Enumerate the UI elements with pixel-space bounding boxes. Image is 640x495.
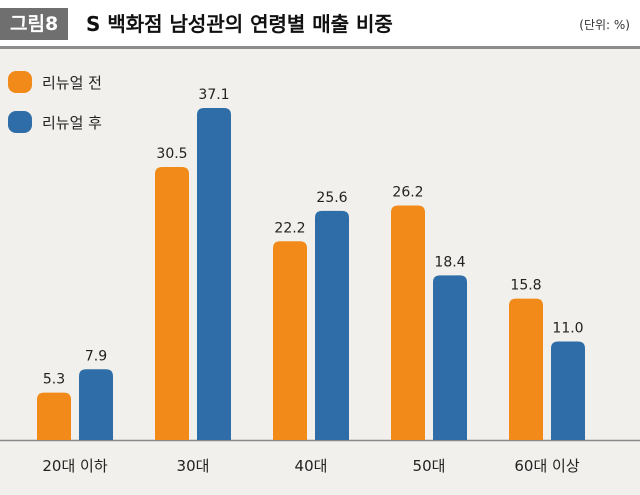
bar-before-1 <box>155 167 189 440</box>
data-label-before-2: 22.2 <box>274 220 305 236</box>
legend-label-before: 리뉴얼 전 <box>42 73 102 92</box>
data-label-before-4: 15.8 <box>510 278 541 294</box>
x-tick-label-3: 50대 <box>413 457 446 475</box>
data-label-before-1: 30.5 <box>156 146 187 162</box>
legend-swatch-after <box>8 111 32 133</box>
x-tick-label-0: 20대 이하 <box>42 457 107 475</box>
data-label-after-1: 37.1 <box>198 87 229 103</box>
bar-after-2 <box>315 210 349 440</box>
chart-header: 그림8 S 백화점 남성관의 연령별 매출 비중 (단위: %) <box>0 0 640 49</box>
x-tick-label-1: 30대 <box>177 457 210 475</box>
bar-after-4 <box>551 341 585 440</box>
bar-before-2 <box>273 241 307 440</box>
legend: 리뉴얼 전 리뉴얼 후 <box>8 70 102 150</box>
data-label-after-3: 18.4 <box>434 254 465 270</box>
bar-before-4 <box>509 298 543 440</box>
bar-after-0 <box>79 369 113 440</box>
bar-after-1 <box>197 107 231 440</box>
x-tick-label-2: 40대 <box>295 457 328 475</box>
data-label-after-4: 11.0 <box>552 321 583 337</box>
chart-title: S 백화점 남성관의 연령별 매출 비중 <box>86 12 393 36</box>
bar-before-3 <box>391 205 425 440</box>
bar-before-0 <box>37 392 71 440</box>
legend-item-before: 리뉴얼 전 <box>8 70 102 94</box>
data-label-before-0: 5.3 <box>43 372 65 388</box>
data-label-after-2: 25.6 <box>316 190 347 206</box>
legend-item-after: 리뉴얼 후 <box>8 110 102 134</box>
legend-swatch-before <box>8 71 32 93</box>
x-tick-label-4: 60대 이상 <box>514 457 579 475</box>
data-label-after-0: 7.9 <box>85 348 107 364</box>
unit-label: (단위: %) <box>579 18 630 32</box>
legend-label-after: 리뉴얼 후 <box>42 113 102 132</box>
bar-after-3 <box>433 275 467 440</box>
data-label-before-3: 26.2 <box>392 185 423 201</box>
figure-label: 그림8 <box>0 8 69 40</box>
